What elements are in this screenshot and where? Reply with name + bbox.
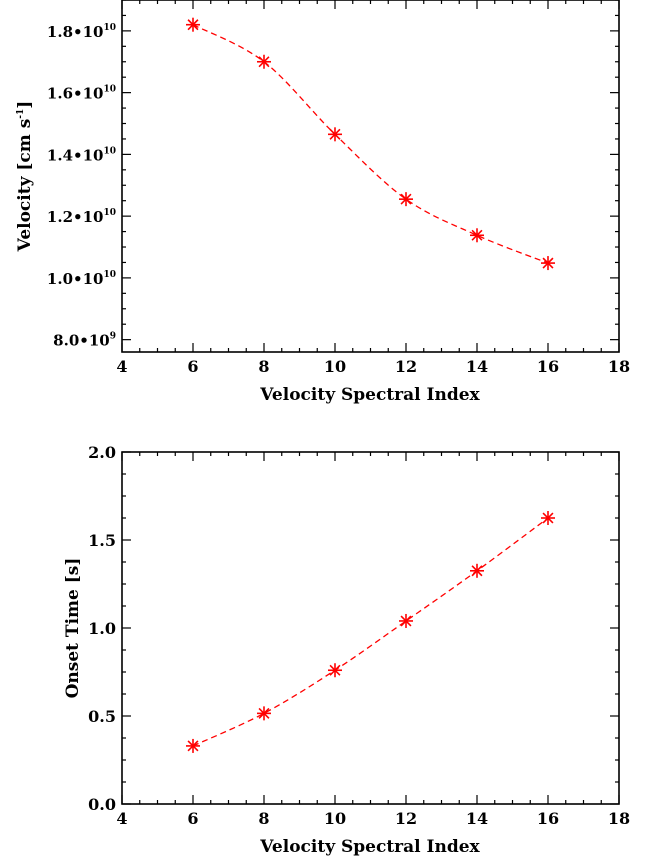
onset-time-data-point [186, 738, 200, 753]
x-tick-label: 6 [187, 357, 198, 376]
x-tick-label: 16 [537, 809, 559, 828]
y-tick-label-base: 1.8•10 [47, 23, 104, 41]
y-tick-label-exponent: 10 [103, 23, 116, 33]
onset-time-data-point [470, 563, 484, 578]
x-tick-labels: 4 6 8 10 12 14 16 18 [116, 357, 630, 376]
marker-stroke [187, 19, 199, 31]
y-tick-labels: 0.0 0.5 1.0 1.5 2.0 [88, 443, 116, 814]
velocity-chart: 4 6 8 10 12 14 16 18 8.0•1091.0•10101.2•10101.4… [15, 0, 630, 405]
y-tick-label: 0.0 [88, 795, 116, 814]
x-tick-label: 10 [324, 357, 346, 376]
y-tick-label: 1.0 [88, 619, 116, 638]
x-tick-label: 18 [608, 809, 630, 828]
onset-time-series-line [192, 517, 549, 747]
y-axis-title: Onset Time [s] [63, 558, 83, 699]
y-tick-label-base: 1.0•10 [47, 270, 104, 288]
x-tick-label: 14 [466, 357, 488, 376]
x-tick-label: 14 [466, 809, 488, 828]
velocity-data-point [328, 127, 342, 142]
y-axis-title-sup: -1 [16, 109, 26, 119]
marker-stroke [258, 56, 270, 68]
y-axis-title: Velocity [cm s-1] [15, 101, 35, 253]
y-tick-label: 1.2•1010 [47, 208, 116, 226]
marker-stroke [471, 229, 483, 241]
velocity-series-line [192, 24, 549, 264]
x-tick-labels: 4 6 8 10 12 14 16 18 [116, 809, 630, 828]
onset-time-series-markers [186, 511, 555, 753]
marker-stroke [542, 512, 554, 524]
x-axis-title: Velocity Spectral Index [259, 837, 480, 857]
x-tick-label: 4 [116, 357, 127, 376]
onset-time-chart: 4 6 8 10 12 14 16 18 0.0 0.5 1.0 1.5 2.0 Velocity S… [63, 443, 630, 857]
x-tick-label: 12 [395, 357, 417, 376]
x-tick-label: 6 [187, 809, 198, 828]
y-tick-label: 1.6•1010 [47, 85, 116, 103]
onset-time-data-point [257, 706, 271, 721]
velocity-series-markers [186, 17, 555, 271]
y-tick-label-exponent: 10 [103, 85, 116, 95]
marker-stroke [400, 193, 412, 205]
axis-ticks [121, 0, 620, 352]
y-tick-label: 1.0•1010 [47, 270, 116, 288]
x-tick-label: 4 [116, 809, 127, 828]
y-tick-label: 1.5 [88, 531, 116, 550]
plot-frame [121, 0, 620, 353]
y-tick-label-exponent: 10 [103, 208, 116, 218]
x-tick-label: 10 [324, 809, 346, 828]
x-tick-label: 12 [395, 809, 417, 828]
x-tick-label: 8 [258, 809, 269, 828]
y-tick-label-base: 1.4•10 [47, 146, 104, 164]
y-tick-label-base: 8.0•10 [53, 332, 110, 350]
plot-frame [121, 451, 620, 805]
velocity-data-point [186, 17, 200, 32]
velocity-data-point [257, 54, 271, 69]
x-tick-label: 18 [608, 357, 630, 376]
axis-ticks [121, 451, 620, 805]
marker-stroke [329, 664, 341, 676]
velocity-data-point [470, 228, 484, 243]
y-tick-label: 8.0•109 [53, 332, 116, 350]
x-tick-label: 16 [537, 357, 559, 376]
y-tick-label-base: 1.6•10 [47, 85, 104, 103]
velocity-data-point [399, 192, 413, 207]
y-tick-label: 2.0 [88, 443, 116, 462]
y-tick-label: 1.4•1010 [47, 146, 116, 164]
onset-time-data-point [328, 663, 342, 678]
y-tick-label-base: 1.2•10 [47, 208, 104, 226]
marker-stroke [187, 740, 199, 752]
velocity-data-point [541, 256, 555, 271]
onset-time-data-point [399, 613, 413, 628]
x-tick-label: 8 [258, 357, 269, 376]
y-axis-title-main: Velocity [cm s [15, 119, 35, 253]
marker-stroke [542, 257, 554, 269]
y-tick-label-exponent: 10 [103, 146, 116, 156]
marker-stroke [329, 128, 341, 140]
y-tick-labels: 8.0•1091.0•10101.2•10101.4•10101.6•10101… [47, 23, 116, 350]
marker-stroke [258, 707, 270, 719]
onset-time-data-point [541, 511, 555, 525]
y-tick-label-exponent: 9 [110, 332, 116, 342]
y-tick-label: 1.8•1010 [47, 23, 116, 41]
y-axis-title-close: ] [15, 101, 35, 109]
y-tick-label: 0.5 [88, 707, 116, 726]
marker-stroke [471, 565, 483, 577]
x-axis-title: Velocity Spectral Index [259, 385, 480, 405]
marker-stroke [400, 615, 412, 627]
y-tick-label-exponent: 10 [103, 270, 116, 280]
